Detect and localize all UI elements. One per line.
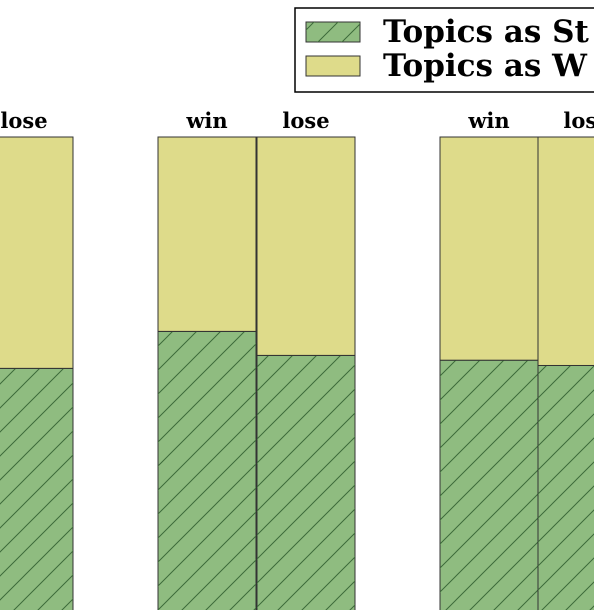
bar-hatch [440,360,538,610]
bar-segment [256,136,356,356]
bar-segment [537,136,594,366]
x-tick-label: win [185,108,227,133]
bar-hatch [538,365,594,610]
x-tick-label: lose [0,108,47,133]
bar-segment [0,136,74,369]
bar-hatch [158,331,256,610]
legend-hatch [306,22,360,42]
x-tick-label: lose [563,108,594,133]
bar-segment [439,136,539,361]
x-tick-label: lose [282,108,329,133]
legend-label: Topics as St [383,14,589,50]
bar-segment [157,136,257,332]
bar-hatch [0,368,73,610]
bar-hatch [257,355,355,610]
x-tick-label: win [467,108,509,133]
legend-label: Topics as W [383,48,588,84]
legend-swatch [305,55,361,77]
